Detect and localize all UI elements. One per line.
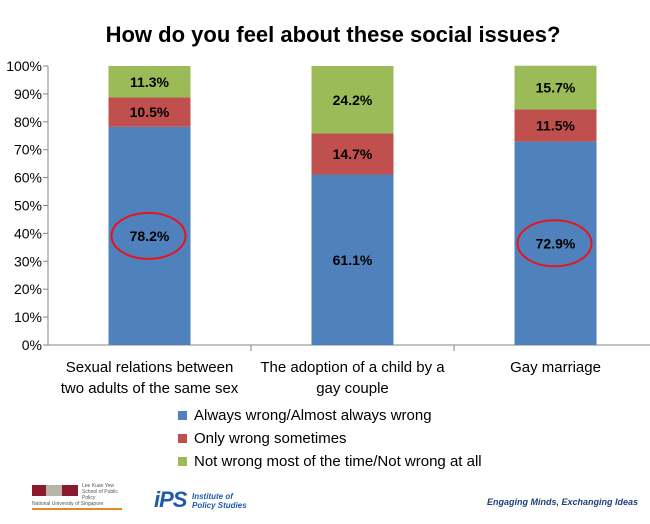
bar-segment — [108, 126, 191, 346]
highlight-circle — [516, 219, 593, 268]
lky-school-logo: Lee Kuan Yew School of Public Policy Nat… — [32, 483, 132, 513]
category-label: The adoption of a child by a — [260, 359, 445, 376]
y-tick-label: 20% — [14, 281, 42, 297]
data-label: 78.2% — [130, 228, 170, 244]
bar-segment — [108, 97, 191, 127]
legend-label: Always wrong/Almost always wrong — [194, 407, 432, 424]
highlight-circle — [110, 211, 187, 260]
y-tick-label: 70% — [14, 142, 42, 158]
chart-title: How do you feel about these social issue… — [106, 22, 561, 47]
y-tick-label: 100% — [6, 58, 42, 74]
y-tick-label: 0% — [22, 337, 42, 353]
category-label: two adults of the same sex — [61, 380, 239, 397]
lky-name: Lee Kuan Yew — [82, 483, 114, 489]
category-label: Sexual relations between — [66, 359, 234, 376]
bar-segment — [311, 66, 394, 134]
bar-segment — [311, 133, 394, 175]
bar-segment — [108, 66, 191, 98]
lky-school: School of Public Policy — [82, 489, 118, 501]
legend-swatch — [178, 457, 187, 466]
y-tick-label: 10% — [14, 309, 42, 325]
y-tick-label: 90% — [14, 86, 42, 102]
bar-segment — [514, 65, 597, 110]
legend-swatch — [178, 434, 187, 443]
y-tick-label: 40% — [14, 225, 42, 241]
data-label: 14.7% — [333, 146, 373, 162]
legend: Always wrong/Almost always wrong Only wro… — [178, 404, 482, 473]
ips-line-1: Institute of — [192, 492, 233, 501]
y-tick-label: 60% — [14, 170, 42, 186]
data-label: 61.1% — [333, 252, 373, 268]
category-label: Gay marriage — [510, 359, 601, 376]
y-tick-label: 50% — [14, 198, 42, 214]
bar-segment — [514, 141, 597, 345]
legend-swatch — [178, 411, 187, 420]
legend-label: Not wrong most of the time/Not wrong at … — [194, 453, 482, 470]
legend-item: Not wrong most of the time/Not wrong at … — [178, 450, 482, 473]
y-tick-label: 80% — [14, 114, 42, 130]
ips-name: Institute of Policy Studies — [192, 492, 247, 510]
data-label: 15.7% — [536, 80, 576, 96]
data-label: 72.9% — [536, 235, 576, 251]
ips-line-2: Policy Studies — [192, 501, 247, 510]
legend-label: Only wrong sometimes — [194, 430, 347, 447]
tagline: Engaging Minds, Exchanging Ideas — [486, 497, 638, 507]
category-label: gay couple — [316, 380, 389, 397]
legend-item: Only wrong sometimes — [178, 427, 482, 450]
nus-label: National University of Singapore — [32, 501, 104, 507]
ips-logo: iPS — [154, 487, 187, 512]
data-label: 11.3% — [130, 74, 169, 90]
bar-segment — [311, 174, 394, 345]
data-label: 11.5% — [536, 118, 575, 134]
legend-item: Always wrong/Almost always wrong — [178, 404, 482, 427]
bar-segment — [514, 109, 597, 142]
data-label: 24.2% — [333, 92, 373, 108]
data-label: 10.5% — [130, 104, 170, 120]
y-tick-label: 30% — [14, 253, 42, 269]
stacked-bar-chart: How do you feel about these social issue… — [6, 22, 650, 397]
